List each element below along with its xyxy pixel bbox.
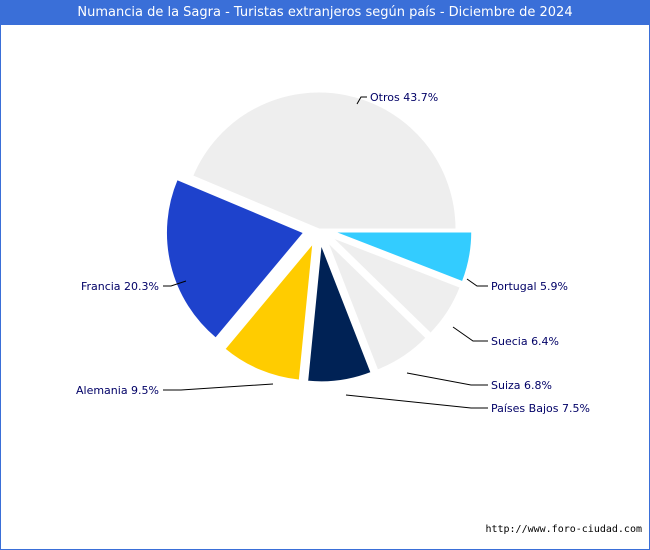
pie-slice-francia (165, 178, 305, 339)
leader-line (163, 280, 187, 287)
leader-line (356, 96, 367, 105)
slice-label: Portugal 5.9% (491, 280, 568, 293)
slice-label: Alemania 9.5% (76, 384, 159, 397)
leader-line (345, 394, 488, 409)
pie-slice-otros (192, 91, 457, 230)
pie-slice-suecia (332, 237, 461, 334)
pie-slice-alemania (224, 242, 314, 381)
chart-title: Numancia de la Sagra - Turistas extranje… (1, 1, 649, 25)
slice-label: Suecia 6.4% (491, 335, 559, 348)
leader-line (466, 278, 488, 287)
leader-line (452, 326, 488, 342)
slice-label: Países Bajos 7.5% (491, 402, 590, 415)
pie-slice-portugal (334, 231, 473, 283)
source-url: http://www.foro-ciudad.com (485, 524, 642, 535)
leader-line (406, 372, 488, 386)
slice-label: Otros 43.7% (370, 91, 438, 104)
slice-label: Suiza 6.8% (491, 379, 552, 392)
leader-line (163, 383, 274, 391)
pie-slice-paises-bajos (307, 244, 372, 383)
slice-label: Francia 20.3% (81, 280, 159, 293)
pie-slice-suiza (327, 241, 427, 371)
